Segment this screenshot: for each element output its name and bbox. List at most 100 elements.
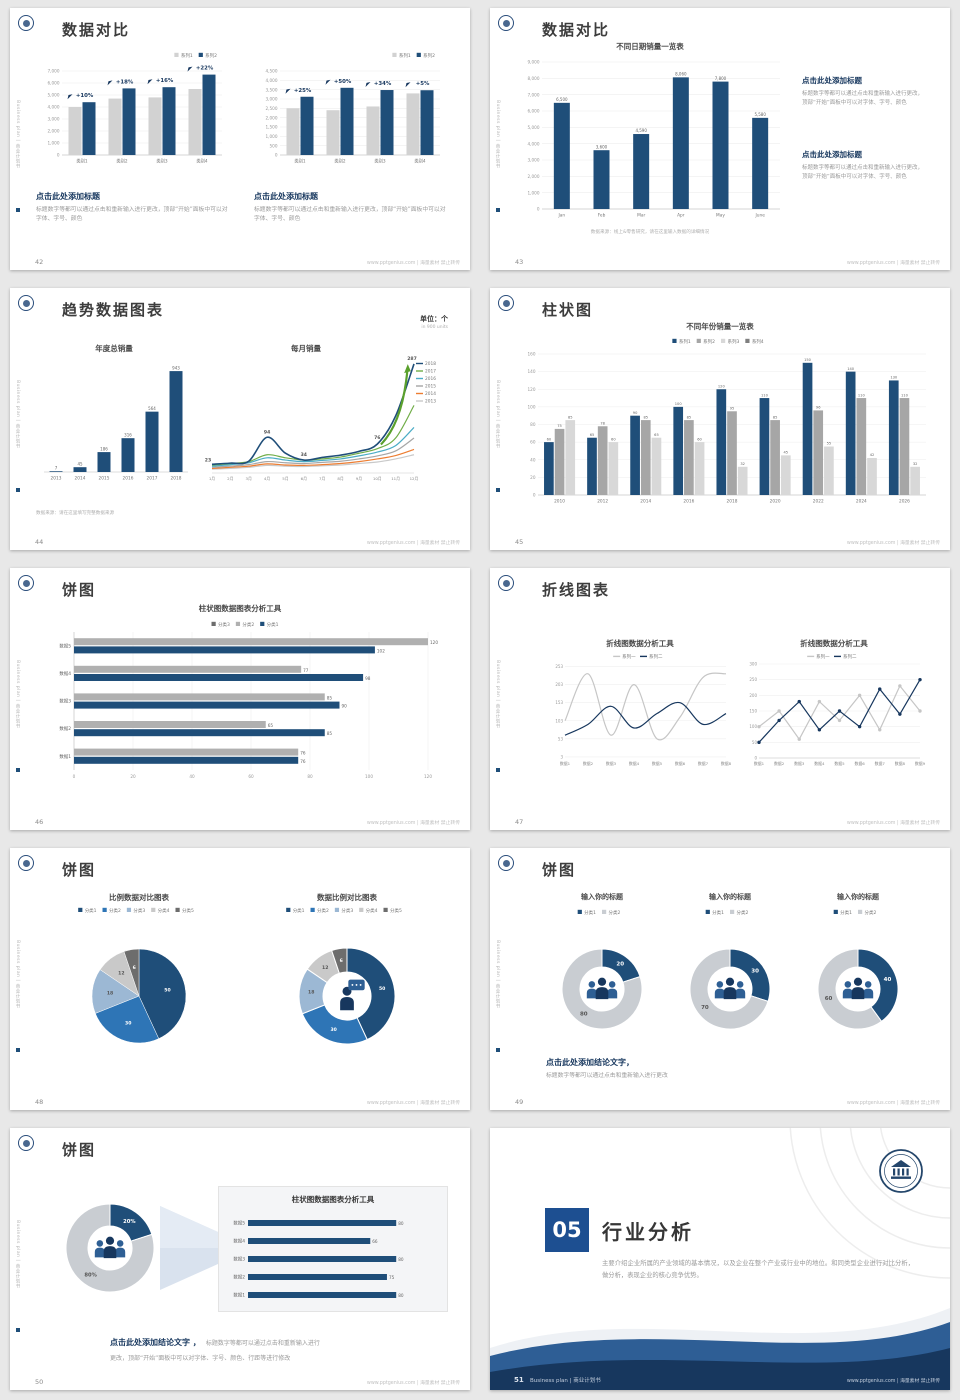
sidebar-vertical-text: Business plan | 商业计划书 xyxy=(495,380,500,449)
svg-text:分类1: 分类1 xyxy=(840,909,852,916)
svg-text:2014: 2014 xyxy=(75,476,86,482)
donut-chart-80-20: 20% 80% xyxy=(62,1200,158,1296)
school-logo-icon xyxy=(18,855,34,871)
svg-text:类别3: 类别3 xyxy=(374,158,386,165)
slide-title: 饼图 xyxy=(62,861,97,879)
svg-text:+34%: +34% xyxy=(374,81,392,87)
svg-text:12: 12 xyxy=(118,970,124,976)
svg-text:100: 100 xyxy=(749,724,757,729)
slide-49[interactable]: Business plan | 商业计划书 饼图 输入你的标题 输入你的标题 输… xyxy=(490,848,950,1110)
slide-46[interactable]: Business plan | 商业计划书 饼图 柱状图数据图表分析工具 分类3… xyxy=(10,568,470,830)
svg-text:2,000: 2,000 xyxy=(266,115,278,120)
svg-text:40: 40 xyxy=(884,977,892,983)
svg-text:类别1: 类别1 xyxy=(76,158,88,165)
block-body: 标题数字等都可以通过点击和重新输入进行更改，顶部“开始”面板中可以对字体、字号、… xyxy=(254,207,446,223)
svg-text:数据4: 数据4 xyxy=(233,1238,245,1245)
svg-text:110: 110 xyxy=(858,393,866,397)
slide-47[interactable]: Business plan | 商业计划书 折线图表 折线图数据分析工具 系列一… xyxy=(490,568,950,830)
donut-chart-40-60: 分类1 分类2 40 60 xyxy=(802,906,914,1040)
conclusion-block: 点击此处添加结论文字， 标题数字等都可以通过点击和重新输入进行更改 xyxy=(546,1050,886,1081)
svg-text:3,000: 3,000 xyxy=(266,97,278,102)
svg-text:2015: 2015 xyxy=(99,476,110,482)
svg-text:3,000: 3,000 xyxy=(48,117,60,122)
sidebar-accent-square xyxy=(496,488,500,492)
slide-51[interactable]: 05 行业分析 主要介绍企业所属的产业领域的基本情况，以及企业在整个产业或行业中… xyxy=(490,1128,950,1390)
svg-text:2014: 2014 xyxy=(425,391,436,397)
svg-text:4月: 4月 xyxy=(264,476,270,481)
svg-text:7,800: 7,800 xyxy=(715,76,727,81)
svg-text:数据1: 数据1 xyxy=(233,1292,245,1299)
site-credit: www.pptgenius.com | 海量素材 禁止转传 xyxy=(846,1379,940,1384)
conclusion-heading: 点击此处添加结论文字， xyxy=(546,1058,634,1067)
conclusion-heading: 点击此处添加结论文字 ， xyxy=(110,1338,201,1347)
svg-text:分类3: 分类3 xyxy=(218,621,230,628)
svg-text:数据5: 数据5 xyxy=(233,1220,245,1227)
sidebar-accent-square xyxy=(496,768,500,772)
svg-text:77: 77 xyxy=(303,668,309,673)
svg-text:10月: 10月 xyxy=(373,476,382,481)
svg-text:分类2: 分类2 xyxy=(242,621,254,628)
chart-title: 不同年份销量一览表 xyxy=(686,322,754,331)
svg-text:60: 60 xyxy=(697,437,702,441)
section-number: 05 xyxy=(545,1208,589,1252)
text-block: 点击此处添加标题 标题数字等都可以通过点击和重新输入进行更改，顶部“开始”面板中… xyxy=(254,184,450,225)
page-number: 48 xyxy=(35,1098,44,1106)
smooth-line-chart: 系列一 系列二 3 53 103 153 203 253 数据1 数据2 数据3 数据4 数据5 数据6 数… xyxy=(548,650,732,768)
svg-text:分类2: 分类2 xyxy=(737,909,749,916)
svg-text:203: 203 xyxy=(555,682,563,687)
slide-42[interactable]: Business plan | 商业计划书 数据对比 系列1 系列2 0 1,000 2… xyxy=(10,8,470,270)
svg-text:186: 186 xyxy=(100,446,108,451)
svg-text:类别1: 类别1 xyxy=(294,158,306,165)
svg-text:100: 100 xyxy=(365,774,373,779)
svg-text:9,000: 9,000 xyxy=(528,60,540,65)
slide-50[interactable]: Business plan | 商业计划书 饼图 20% 80% 柱状图数据图表分… xyxy=(10,1128,470,1390)
analysis-panel xyxy=(218,1186,448,1312)
svg-text:+5%: +5% xyxy=(416,81,430,87)
svg-text:95: 95 xyxy=(730,406,735,410)
slide-48[interactable]: Business plan | 商业计划书 饼图 比例数据对比图表 分类1 分类2… xyxy=(10,848,470,1110)
svg-text:3,500: 3,500 xyxy=(266,87,278,92)
site-credit: www.pptgenius.com | 海量素材 禁止转传 xyxy=(846,261,940,266)
svg-text:数据6: 数据6 xyxy=(675,761,686,766)
data-source-note: 数据来源：请在这里填写完整数据来源 xyxy=(36,511,115,516)
svg-text:2,000: 2,000 xyxy=(528,174,540,179)
svg-text:60: 60 xyxy=(825,996,833,1002)
chart-title: 输入你的标题 xyxy=(709,893,751,901)
svg-text:6,500: 6,500 xyxy=(556,97,568,102)
svg-text:1,500: 1,500 xyxy=(266,125,278,130)
chart-title: 年度总销量 xyxy=(95,344,133,353)
svg-text:5,000: 5,000 xyxy=(48,93,60,98)
svg-text:2018: 2018 xyxy=(425,361,436,367)
sidebar-vertical-text: Business plan | 商业计划书 xyxy=(15,660,20,729)
svg-text:Apr: Apr xyxy=(677,213,685,219)
svg-text:2022: 2022 xyxy=(813,499,824,505)
school-logo-icon xyxy=(18,295,34,311)
logo-core xyxy=(502,19,510,27)
svg-text:85: 85 xyxy=(327,731,333,736)
svg-text:30: 30 xyxy=(125,1021,131,1027)
site-credit: www.pptgenius.com | 海量素材 禁止转传 xyxy=(366,1381,460,1386)
svg-text:80: 80 xyxy=(307,774,313,779)
slide-44[interactable]: Business plan | 商业计划书 趋势数据图表 单位：个 in 900… xyxy=(10,288,470,550)
svg-text:分类5: 分类5 xyxy=(182,907,194,914)
svg-text:102: 102 xyxy=(377,648,385,653)
svg-text:80: 80 xyxy=(398,1257,404,1262)
site-credit: www.pptgenius.com | 海量素材 禁止转传 xyxy=(846,1101,940,1106)
slide-title: 折线图表 xyxy=(542,581,611,599)
svg-text:316: 316 xyxy=(124,432,132,437)
svg-text:系列1: 系列1 xyxy=(679,338,691,345)
svg-text:1月: 1月 xyxy=(209,476,215,481)
svg-text:75: 75 xyxy=(389,1275,395,1280)
svg-text:类别4: 类别4 xyxy=(196,158,208,165)
svg-text:66: 66 xyxy=(372,1239,378,1244)
svg-text:7月: 7月 xyxy=(319,476,325,481)
slide-45[interactable]: Business plan | 商业计划书 柱状图 不同年份销量一览表 系列1 系… xyxy=(490,288,950,550)
svg-text:2015: 2015 xyxy=(425,384,436,390)
svg-text:6月: 6月 xyxy=(301,476,307,481)
svg-text:+16%: +16% xyxy=(156,78,174,84)
slide-43[interactable]: Business plan | 商业计划书 数据对比 不同日期销量一览表 0 1,… xyxy=(490,8,950,270)
slide-title: 趋势数据图表 xyxy=(62,301,165,319)
svg-text:65: 65 xyxy=(654,433,659,437)
svg-text:分类1: 分类1 xyxy=(712,909,724,916)
unit-label-block: 单位：个 in 900 units xyxy=(420,314,448,330)
